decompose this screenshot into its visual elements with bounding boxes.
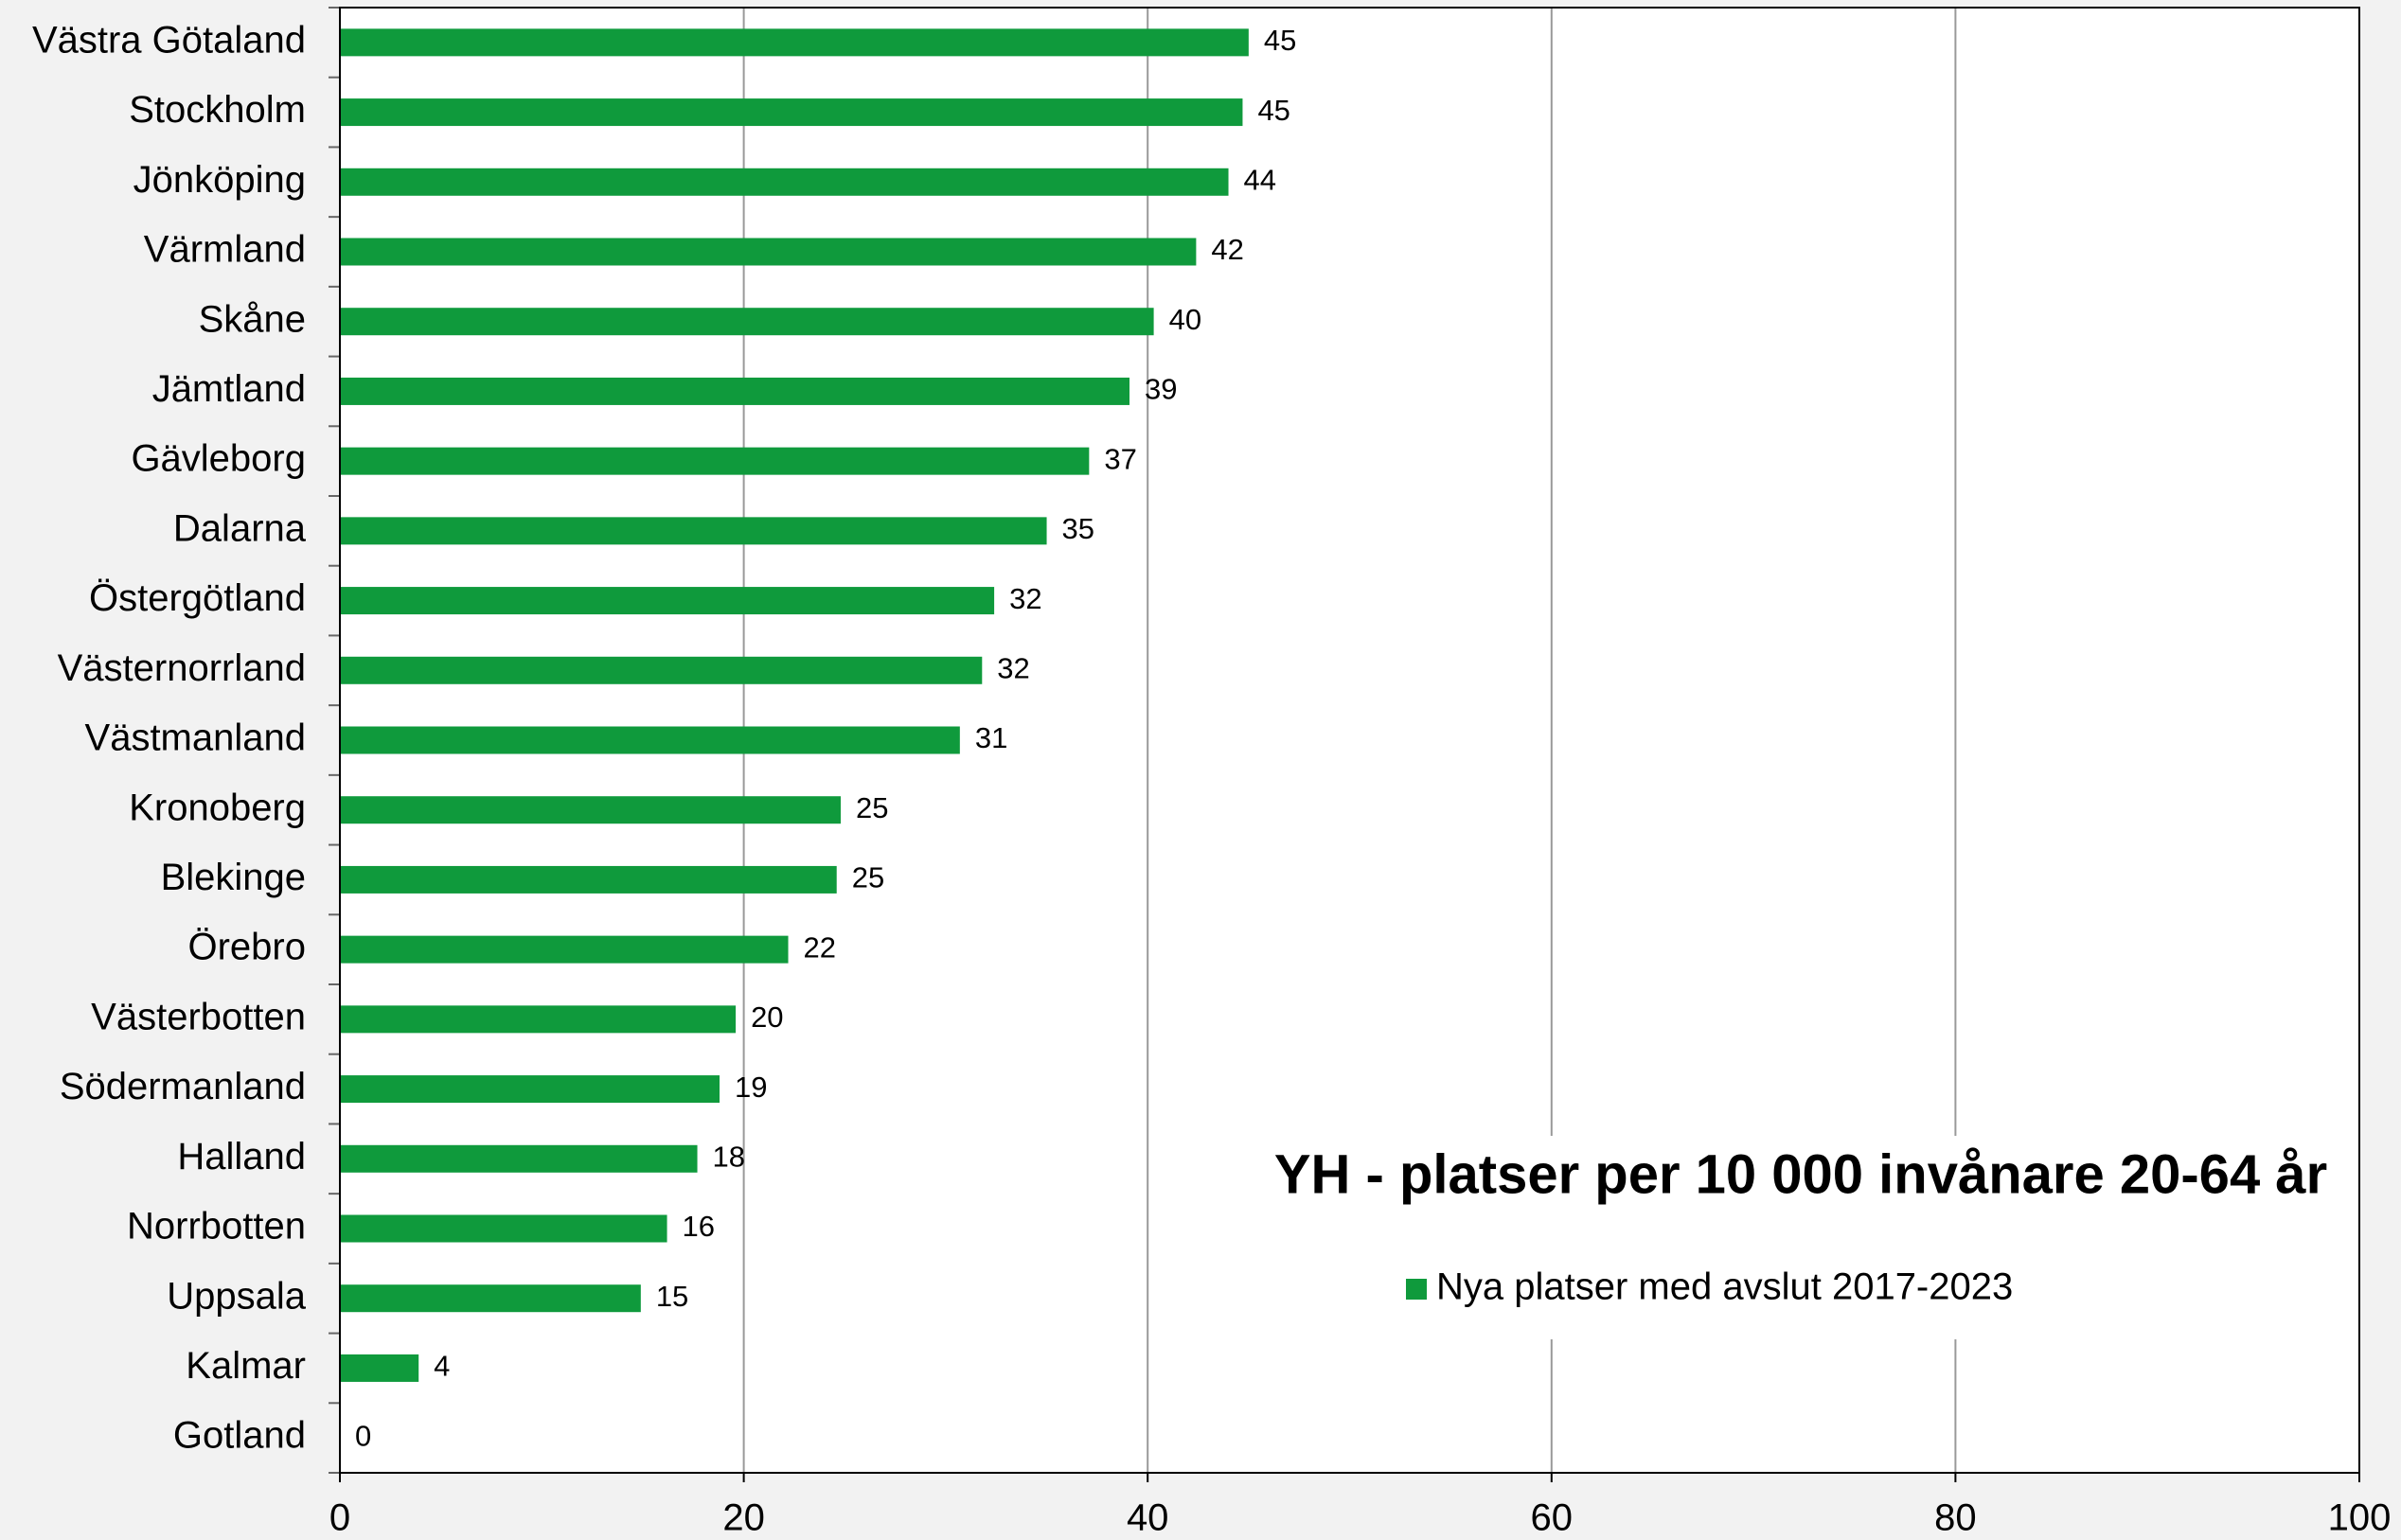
y-tick-label: Östergötland [89, 577, 306, 619]
y-tick-label: Västra Götaland [32, 19, 306, 61]
y-tick-label: Blekinge [161, 857, 306, 898]
data-label: 25 [856, 791, 888, 824]
bar [340, 865, 837, 894]
data-label: 40 [1169, 303, 1201, 336]
bar [340, 28, 1249, 57]
plot-border [339, 7, 2360, 1474]
x-tick-label: 0 [329, 1497, 350, 1539]
y-tick-label: Gotland [173, 1415, 306, 1457]
data-label: 25 [852, 861, 884, 894]
legend-label: Nya platser med avslut 2017-2023 [1436, 1266, 2013, 1308]
bar [340, 447, 1090, 475]
y-tick-label: Örebro [188, 927, 307, 968]
y-tick-label: Norrbotten [127, 1206, 306, 1248]
chart-title: YH - platser per 10 000 invånare 20-64 å… [1274, 1143, 2327, 1205]
bar [340, 377, 1130, 405]
data-label: 32 [997, 651, 1029, 684]
data-label: 32 [1009, 582, 1041, 615]
y-tick-label: Jämtland [152, 368, 306, 410]
y-tick-label: Södermanland [60, 1066, 306, 1107]
data-label: 44 [1244, 163, 1276, 196]
data-label: 20 [751, 1000, 783, 1034]
data-label: 39 [1145, 373, 1177, 406]
bar [340, 1354, 419, 1382]
bar [340, 587, 995, 615]
y-tick-label: Stockholm [129, 89, 306, 131]
data-label: 16 [683, 1210, 715, 1243]
data-label: 45 [1264, 24, 1296, 57]
y-tick-label: Värmland [144, 229, 306, 271]
data-label: 0 [355, 1419, 371, 1452]
data-label: 22 [804, 930, 836, 964]
y-tick-label: Västmanland [85, 717, 306, 759]
data-label: 35 [1062, 512, 1094, 545]
bar [340, 726, 960, 754]
bar [340, 168, 1229, 196]
bar [340, 1005, 737, 1034]
data-label: 15 [656, 1280, 688, 1313]
x-tick-label: 40 [1127, 1497, 1169, 1539]
x-tick-label: 20 [722, 1497, 765, 1539]
bar [340, 656, 983, 684]
data-label: 37 [1104, 442, 1136, 475]
y-tick-label: Kalmar [186, 1345, 306, 1387]
bars [340, 28, 1249, 1382]
bar [340, 1144, 698, 1173]
y-tick-label: Kronoberg [129, 787, 306, 828]
bar [340, 517, 1047, 545]
data-label: 18 [713, 1140, 745, 1173]
y-tick-label: Jönköping [133, 159, 306, 201]
legend-swatch [1406, 1279, 1427, 1300]
title-legend-box [1259, 1136, 2348, 1339]
data-label: 45 [1257, 94, 1289, 127]
bar [340, 935, 789, 964]
x-tick-label: 80 [1934, 1497, 1977, 1539]
bar [340, 1214, 667, 1243]
data-label: 19 [735, 1071, 767, 1104]
y-tick-label: Skåne [199, 298, 306, 340]
y-tick-label: Västerbotten [91, 996, 306, 1037]
y-tick-label: Halland [177, 1136, 306, 1177]
bar [340, 98, 1243, 127]
y-tick-label: Västernorrland [58, 647, 306, 689]
bar [340, 1075, 720, 1104]
y-tick-label: Gävleborg [131, 438, 306, 480]
x-tick-label: 60 [1531, 1497, 1574, 1539]
data-label: 42 [1211, 233, 1243, 266]
y-tick-label: Dalarna [173, 507, 307, 549]
bar [340, 1284, 641, 1313]
bar [340, 308, 1154, 336]
bar [340, 796, 841, 824]
x-tick-label: 100 [2328, 1497, 2392, 1539]
y-tick-label: Uppsala [167, 1275, 307, 1317]
bar [340, 238, 1197, 266]
data-label: 4 [434, 1350, 450, 1383]
data-label: 31 [975, 721, 1007, 754]
